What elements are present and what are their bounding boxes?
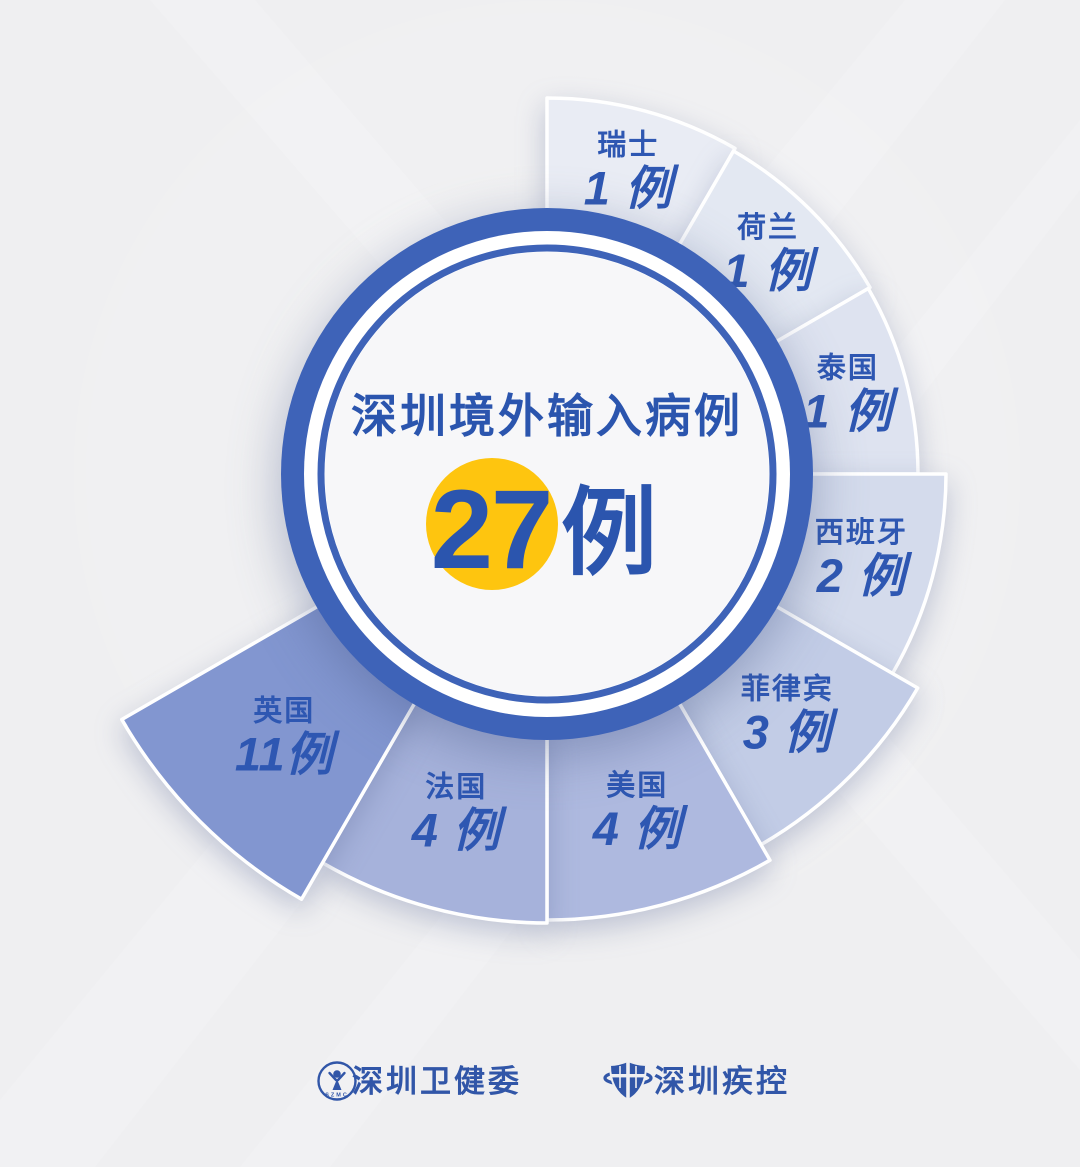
- shield-horizontal-slot: [610, 1074, 646, 1078]
- shenzhen-cdc-logo: [603, 1059, 653, 1102]
- shield-vertical-slot: [626, 1061, 630, 1100]
- segment-country-label-netherlands: 荷兰: [737, 211, 799, 244]
- segment-count-label-france: 4 例: [411, 804, 508, 857]
- segment-count-label-philippines: 3 例: [743, 705, 839, 758]
- person-body-icon: [332, 1079, 342, 1090]
- segment-count-label-thailand: 1 例: [803, 384, 899, 437]
- person-arms-icon: [328, 1071, 346, 1082]
- center-interior-disc: [325, 252, 769, 696]
- footer: SZMC 深圳卫健委 深圳疾控: [317, 1059, 790, 1102]
- total-number: 27: [431, 467, 552, 592]
- segment-count-label-uk: 11例: [235, 728, 341, 781]
- shenzhen-health-commission-logo: SZMC: [317, 1061, 357, 1101]
- segment-count-label-netherlands: 1 例: [723, 244, 819, 297]
- shield-grid-lines: [619, 1066, 637, 1088]
- segment-count-label-usa: 4 例: [592, 802, 689, 855]
- total-unit: 例: [561, 480, 657, 587]
- highlight-circle: [426, 458, 558, 590]
- segment-count-label-spain: 2 例: [816, 549, 913, 602]
- segment-country-label-switzerland: 瑞士: [597, 129, 659, 162]
- footer-left-label: 深圳卫健委: [352, 1064, 522, 1099]
- segment-count-label-switzerland: 1 例: [584, 162, 680, 215]
- segment-country-label-france: 法国: [425, 771, 487, 804]
- segment-country-label-uk: 英国: [253, 695, 315, 728]
- seal-letters: SZMC: [325, 1093, 349, 1099]
- segment-country-label-thailand: 泰国: [817, 351, 879, 384]
- rose-chart-segments: [120, 96, 948, 925]
- segment-country-label-philippines: 菲律宾: [741, 672, 834, 705]
- seal-outer-ring: [317, 1061, 357, 1101]
- chart-title: 深圳境外输入病例: [351, 390, 743, 442]
- center-badge: 深圳境外输入病例 27 例: [281, 208, 813, 740]
- segment-country-label-spain: 西班牙: [815, 516, 908, 549]
- person-head-icon: [333, 1070, 341, 1078]
- center-inner-ring: [317, 244, 777, 704]
- footer-right-label: 深圳疾控: [654, 1064, 790, 1099]
- segment-country-label-usa: 美国: [606, 769, 668, 802]
